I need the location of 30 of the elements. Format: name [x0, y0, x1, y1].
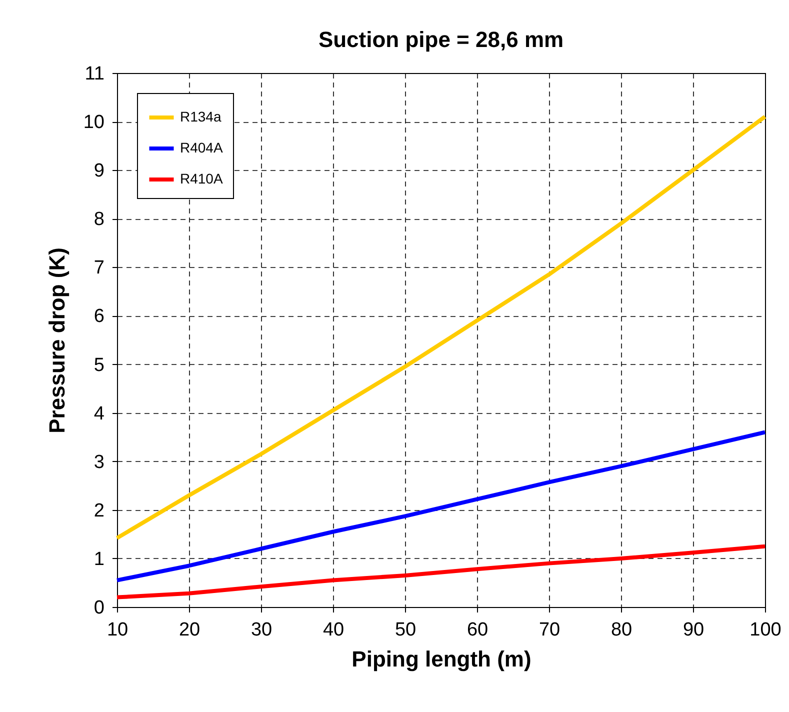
y-tick-label: 0: [94, 598, 104, 618]
y-tick-label: 5: [94, 354, 104, 376]
y-tick-label: 6: [94, 306, 104, 328]
x-tick-label: 50: [394, 620, 416, 640]
x-tick-label: 30: [250, 620, 272, 640]
x-tick-label: 40: [322, 620, 344, 640]
chart-title: Suction pipe = 28,6 mm: [318, 27, 564, 52]
y-tick-label: 3: [94, 452, 104, 473]
x-tick-label: 80: [610, 620, 632, 640]
line-series: [115, 430, 767, 582]
x-tick-label: 70: [538, 620, 560, 640]
y-tick-label: 1: [94, 548, 104, 570]
x-tick-label: 100: [750, 620, 782, 640]
line-series: [115, 544, 767, 600]
x-axis-title: Piping length (m): [352, 646, 532, 672]
x-tick-label: 20: [178, 620, 200, 640]
legend-label: R134a: [180, 108, 222, 124]
y-tick-label: 2: [94, 500, 104, 522]
y-tick-label: 8: [94, 209, 104, 230]
y-tick-label: 10: [83, 112, 104, 134]
y-axis-title: Pressure drop (K): [44, 248, 70, 434]
y-tick-label: 9: [94, 160, 104, 182]
legend-label: R404A: [180, 140, 224, 156]
y-tick-label: 4: [94, 403, 105, 424]
x-tick-label: 10: [106, 620, 128, 640]
x-tick-label: 90: [682, 620, 704, 640]
legend-label: R410A: [180, 170, 224, 186]
x-tick-label: 60: [466, 620, 488, 640]
y-tick-label: 7: [94, 258, 104, 279]
y-tick-label: 11: [84, 64, 104, 84]
